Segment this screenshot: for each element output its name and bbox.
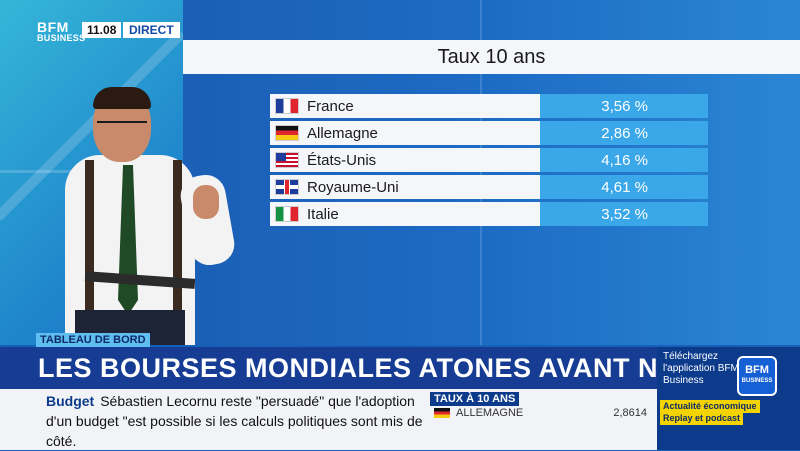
rates-title: Taux 10 ans [183,40,800,74]
app-promo-text: Téléchargez l'application BFM Business [663,351,739,386]
headline: LES BOURSES MONDIALES ATONES AVANT NOËL [38,353,716,383]
rates-table: France 3,56 % Allemagne 2,86 % États-Uni… [270,94,708,229]
country-label: France [307,97,354,115]
segment-tag: TABLEAU DE BORD [36,333,150,347]
mini-value: 2,8614 [613,407,647,419]
live-badge: DIRECT [123,22,180,38]
rate-row: Allemagne 2,86 % [270,121,708,145]
uk-flag-icon [275,179,299,195]
headline-bar [0,347,657,389]
rate-value: 3,56 % [540,94,708,118]
mini-rate-panel: TAUX À 10 ANS ALLEMAGNE 2,8614 [430,392,655,432]
country-label: Italie [307,205,339,223]
rate-value: 3,52 % [540,202,708,226]
rate-row: États-Unis 4,16 % [270,148,708,172]
france-flag-icon [275,98,299,114]
bfm-business-app-icon: BFM BUSINESS [737,356,777,396]
bfm-business-logo: BFM BUSINESS [37,19,86,43]
promo-badge: Actualité économique [660,400,760,413]
news-ticker [0,389,657,450]
rate-row: Italie 3,52 % [270,202,708,226]
country-label: États-Unis [307,151,377,169]
promo-badge: Replay et podcast [660,412,744,425]
italy-flag-icon [275,206,299,222]
country-label: Allemagne [307,124,378,142]
clock: 11.08 [82,22,122,38]
rate-value: 4,16 % [540,148,708,172]
mini-country: ALLEMAGNE [456,407,524,419]
rate-value: 4,61 % [540,175,708,199]
mini-panel-title: TAUX À 10 ANS [430,392,520,406]
germany-flag-icon [275,125,299,141]
rate-row: France 3,56 % [270,94,708,118]
germany-flag-icon [434,408,450,418]
ticker-body: Sébastien Lecornu reste "persuadé" que l… [46,393,423,449]
ticker-label: Budget [46,393,95,409]
presenter [45,85,238,345]
country-label: Royaume-Uni [307,178,399,196]
rate-row: Royaume-Uni 4,61 % [270,175,708,199]
rate-value: 2,86 % [540,121,708,145]
usa-flag-icon [275,152,299,168]
ticker-text: Budget Sébastien Lecornu reste "persuadé"… [46,391,430,451]
